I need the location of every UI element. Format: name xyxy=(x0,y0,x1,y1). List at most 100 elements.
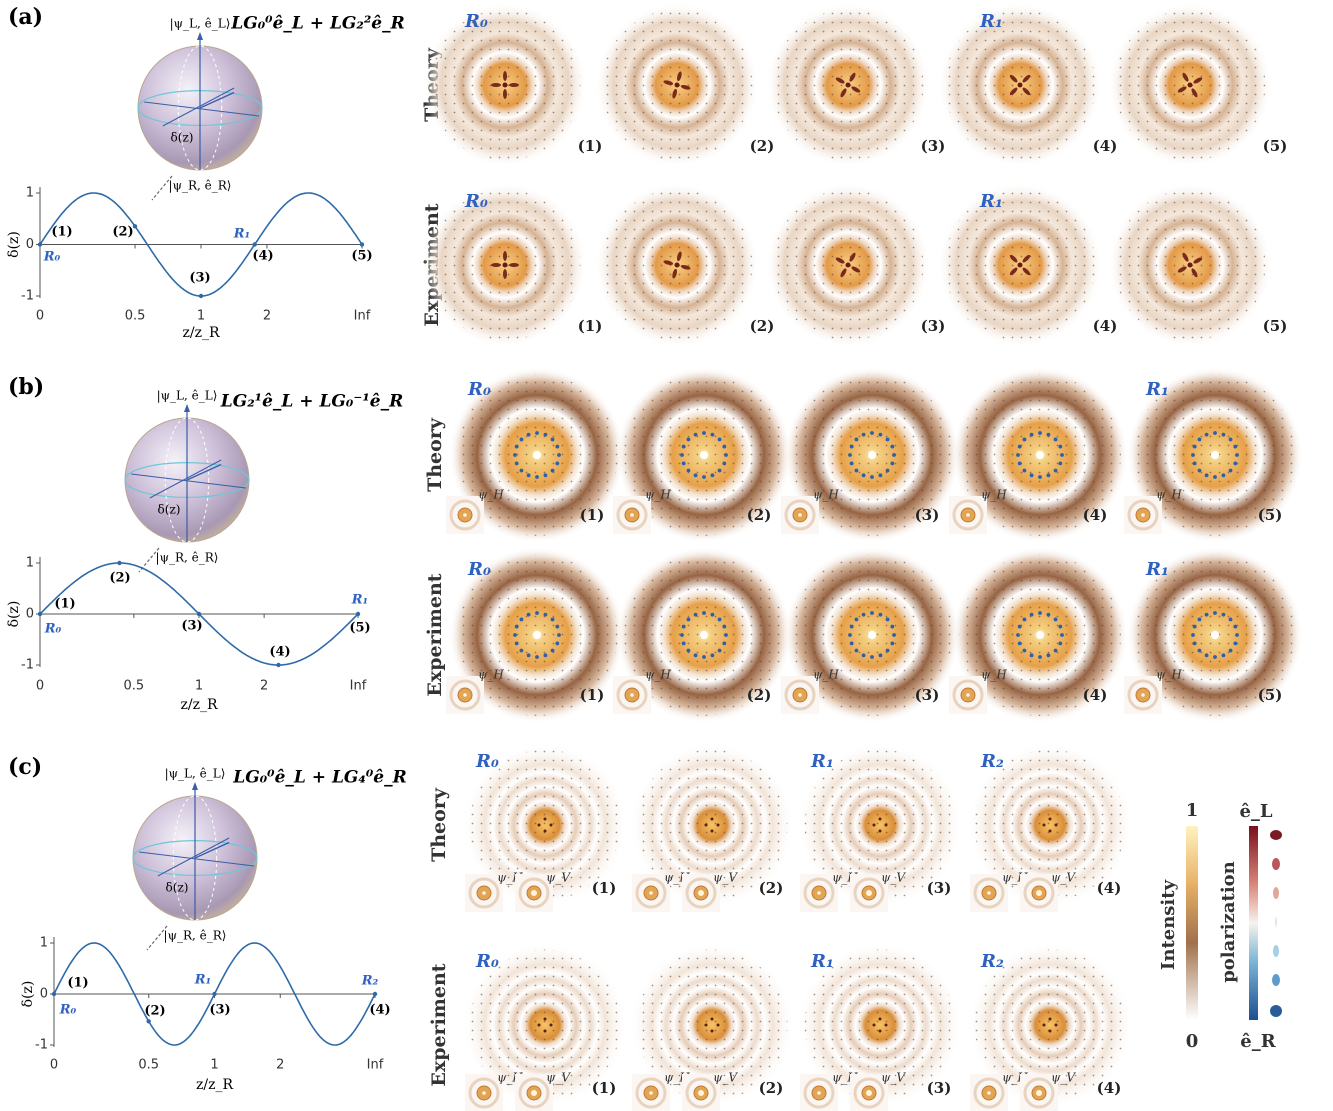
inset-ring xyxy=(616,499,648,531)
polarization-ellipse xyxy=(1046,432,1051,437)
polarization-ellipse xyxy=(1009,87,1018,96)
row-label: Experiment xyxy=(424,573,446,696)
polarization-ellipse xyxy=(1270,830,1282,840)
x-tick-label: 0 xyxy=(36,309,44,324)
inset-ring xyxy=(1023,877,1055,909)
inset-label: ψ_H xyxy=(813,488,839,502)
x-tick-label: 2 xyxy=(260,679,268,694)
polarization-ellipse xyxy=(693,473,698,478)
inset-label: ψ_H xyxy=(645,488,671,502)
inset-core xyxy=(482,1091,486,1095)
polarization-ellipse xyxy=(848,453,852,457)
polarization-ellipse xyxy=(1022,254,1031,263)
polarization-ellipse xyxy=(680,633,684,637)
polarization-ellipse xyxy=(710,829,714,833)
polarization-ellipse xyxy=(710,817,714,821)
polarization-ellipse xyxy=(840,268,847,278)
polarization-ellipse xyxy=(1204,473,1209,478)
polarization-ellipse xyxy=(1272,974,1280,986)
polarization-ellipse xyxy=(693,653,698,658)
polarization-ellipse xyxy=(672,268,677,279)
polarization-ellipse xyxy=(849,444,854,449)
polarization-ellipse xyxy=(1213,475,1217,479)
polarization-ellipse xyxy=(710,432,715,437)
state-vector xyxy=(194,841,230,859)
polarization-ellipse xyxy=(1182,72,1189,82)
polarization-label: polarization xyxy=(1218,861,1239,983)
polarization-ellipse xyxy=(878,817,882,821)
polarization-ellipse xyxy=(884,823,888,827)
polarization-ellipse xyxy=(1017,461,1022,466)
polarization-ellipse xyxy=(1213,655,1217,659)
curve-point xyxy=(355,611,361,617)
inset-ring xyxy=(973,1077,1005,1109)
polarization-ellipse xyxy=(680,265,691,270)
polarization-ellipse xyxy=(717,437,722,442)
inset-core xyxy=(649,1091,653,1095)
polarization-ellipse xyxy=(849,624,854,629)
state-tag: R₁ xyxy=(810,951,834,972)
polarization-ellipse xyxy=(1009,267,1018,276)
polarization-ellipse xyxy=(1204,432,1209,437)
state-tag: R₁ xyxy=(1145,559,1169,580)
polarization-ellipse xyxy=(890,444,895,449)
marker-label: R₀ xyxy=(59,1003,77,1018)
polarization-ellipse xyxy=(550,437,555,442)
polarization-ellipse xyxy=(502,262,508,268)
polarization-top: ê_L xyxy=(1239,801,1272,822)
inset-ring xyxy=(803,1077,835,1109)
polarization-ellipse xyxy=(1193,257,1203,264)
image-index: (4) xyxy=(1093,317,1118,335)
y-tick-label: 0 xyxy=(40,987,48,1002)
polarization-ellipse xyxy=(1191,633,1195,637)
polarization-ellipse xyxy=(672,88,677,99)
polarization-ellipse xyxy=(1192,444,1197,449)
inset-core xyxy=(798,513,802,517)
formula: LG₀⁰ê_L + LG₂²ê_R xyxy=(230,14,405,34)
inset-core xyxy=(866,890,872,896)
polarization-bottom: ê_R xyxy=(1240,1031,1276,1052)
polarization-bar xyxy=(1249,826,1258,1020)
axis-arrow xyxy=(192,782,198,790)
inset-ring xyxy=(1023,1077,1055,1109)
polarization-ellipse xyxy=(1022,617,1027,622)
polarization-ellipse xyxy=(1038,475,1042,479)
polarization-grid xyxy=(804,949,956,1101)
polarization-ellipse xyxy=(543,829,547,833)
polarization-ellipse xyxy=(1029,473,1034,478)
image-index: (4) xyxy=(1097,1079,1122,1097)
polarization-ellipse xyxy=(509,263,519,267)
polarization-ellipse xyxy=(870,655,874,659)
image-index: (5) xyxy=(1258,506,1283,524)
point-label: (2) xyxy=(144,1004,165,1019)
inset-ring xyxy=(685,1077,717,1109)
image-index: (2) xyxy=(747,686,772,704)
polarization-ellipse xyxy=(1054,823,1058,827)
polarization-ellipse xyxy=(716,823,720,827)
polarization-ellipse xyxy=(1016,453,1020,457)
polarization-ellipse xyxy=(1022,267,1031,276)
image-index: (3) xyxy=(927,879,952,897)
polarization-ellipse xyxy=(1275,917,1277,927)
polarization-ellipse xyxy=(681,624,686,629)
inset-core xyxy=(463,513,467,517)
inset-label: ψ_V xyxy=(713,871,738,885)
polarization-ellipse xyxy=(686,648,691,653)
polarization-ellipse xyxy=(677,251,682,262)
polarization-ellipse xyxy=(854,437,859,442)
polarization-grid xyxy=(974,949,1126,1101)
sphere-top-label: |ψ_L, ê_L⟩ xyxy=(165,767,226,781)
polarization-ellipse xyxy=(724,633,728,637)
polarization-ellipse xyxy=(1270,1005,1282,1017)
polarization-ellipse xyxy=(878,1017,882,1021)
polarization-ellipse xyxy=(680,453,684,457)
polarization-ellipse xyxy=(513,633,517,637)
meridian xyxy=(164,417,210,543)
inset-ring xyxy=(635,877,667,909)
state-tag: R₁ xyxy=(979,191,1003,212)
polarization-grid xyxy=(974,749,1126,901)
image-index: (2) xyxy=(747,506,772,524)
polarization-ellipse xyxy=(1017,262,1023,268)
x-axis-label: z/z_R xyxy=(196,1077,233,1093)
state-tag: R₀ xyxy=(467,379,491,400)
